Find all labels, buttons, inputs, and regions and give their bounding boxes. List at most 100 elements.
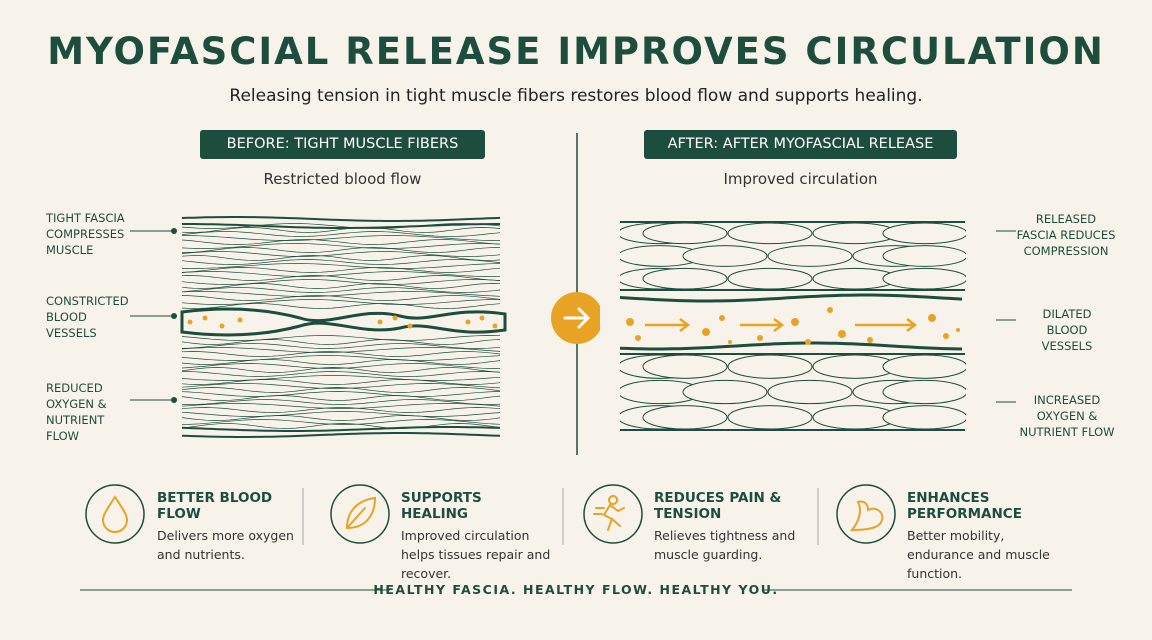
fiber (181, 275, 501, 281)
blood-cell (757, 335, 763, 341)
fiber (181, 267, 501, 273)
blood-cell (479, 315, 485, 321)
blood-cell (492, 323, 498, 329)
benefit-title: ENHANCES PERFORMANCE (907, 490, 1022, 522)
released-fibers (600, 0, 996, 640)
blood-cell (827, 307, 833, 313)
muscle-fiber (642, 354, 728, 379)
fiber (181, 251, 501, 257)
blood-cell (237, 317, 243, 323)
fiber (181, 339, 501, 345)
fiber (181, 415, 501, 421)
flow-arrow (645, 318, 691, 332)
after-label: INCREASED OXYGEN & NUTRIENT FLOW (1019, 393, 1115, 439)
flow-arrow (740, 318, 785, 332)
muscle-fiber (727, 354, 813, 379)
fiber (181, 407, 501, 413)
blood-cell (187, 319, 193, 325)
separators (302, 488, 819, 545)
fiber (181, 335, 501, 341)
fascia (181, 426, 501, 432)
blood-cell (719, 315, 725, 321)
benefit-icons (85, 484, 896, 544)
fiber (181, 411, 501, 417)
mask (600, 0, 620, 640)
fascia (181, 432, 501, 438)
muscle-fiber (882, 222, 968, 245)
fiber (181, 403, 501, 409)
fiber (181, 355, 501, 361)
blood-cell (805, 339, 811, 345)
blood-cell (392, 315, 398, 321)
blood-cell (626, 318, 634, 326)
muscle-fiber (767, 379, 853, 405)
fiber (181, 359, 501, 365)
fiber (181, 227, 501, 233)
after-caption: Improved circulation (723, 170, 878, 188)
blood-cell (377, 319, 383, 325)
benefit-text: Delivers more oxygen and nutrients. (157, 528, 294, 562)
fiber (181, 263, 501, 269)
muscle-fiber (882, 379, 968, 405)
fiber (181, 375, 501, 381)
muscle-fiber (727, 405, 813, 430)
blood-cell (943, 333, 949, 339)
after-badge: AFTER: AFTER MYOFASCIAL RELEASE (644, 130, 957, 159)
muscle-fiber (882, 245, 968, 267)
fascia (181, 216, 501, 222)
muscle-fiber (642, 405, 728, 430)
fiber (181, 423, 501, 429)
vessel (180, 307, 507, 337)
fiber (181, 239, 501, 245)
fiber (181, 363, 500, 369)
blood-cell (728, 340, 732, 344)
fiber (181, 399, 501, 405)
fiber (181, 283, 501, 289)
blood-cell (702, 328, 710, 336)
fascia (182, 223, 500, 229)
fiber (181, 343, 501, 349)
blood-cell (219, 323, 225, 329)
fiber (181, 299, 500, 305)
blood-cell (407, 323, 413, 329)
fiber (182, 235, 500, 241)
blood-cell (956, 328, 960, 332)
mask (966, 200, 996, 440)
blood-cell (928, 314, 936, 322)
muscle-fiber (882, 267, 968, 290)
fiber (181, 255, 501, 261)
fiber (181, 367, 501, 373)
fiber (181, 223, 501, 229)
benefit-title: BETTER BLOOD FLOW (157, 490, 273, 522)
fiber (181, 295, 501, 301)
tight-fibers (180, 216, 507, 438)
muscle-fiber (767, 245, 853, 267)
before-badge: BEFORE: TIGHT MUSCLE FIBERS (200, 130, 485, 159)
fiber (181, 259, 501, 265)
benefit-title: REDUCES PAIN & TENSION (654, 490, 782, 522)
fiber (181, 279, 501, 285)
before-label: TIGHT FASCIA COMPRESSES MUSCLE (46, 211, 125, 257)
muscle-fiber (682, 379, 768, 405)
title: MYOFASCIAL RELEASE IMPROVES CIRCULATION (47, 30, 1105, 73)
fiber (181, 351, 501, 357)
tagline: HEALTHY FASCIA. HEALTHY FLOW. HEALTHY YO… (373, 582, 779, 597)
blood-cell (465, 319, 471, 325)
fiber (181, 303, 501, 309)
blood-cell (838, 330, 846, 338)
arrow (563, 307, 591, 329)
muscle-fiber (682, 245, 768, 267)
fiber (181, 243, 501, 249)
benefit-text: Relieves tightness and muscle guarding. (654, 528, 796, 562)
fiber (181, 271, 501, 277)
muscle-fiber (727, 222, 813, 245)
before-label: CONSTRICTED BLOOD VESSELS (46, 294, 129, 340)
muscle-fiber (727, 267, 813, 290)
muscle-fiber (882, 354, 968, 379)
before-caption: Restricted blood flow (263, 170, 422, 188)
fiber (182, 371, 501, 377)
fiber (181, 379, 501, 385)
benefit-text: Improved circulation helps tissues repai… (401, 528, 551, 581)
benefit-text: Better mobility, endurance and muscle fu… (907, 528, 1050, 581)
